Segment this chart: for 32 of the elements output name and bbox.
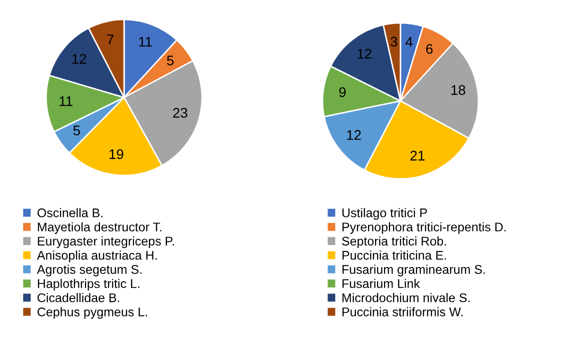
data-label: 12: [72, 54, 86, 64]
data-label: 12: [347, 130, 361, 140]
data-label: 19: [110, 149, 124, 160]
legend-label: Cicadellidae B.: [38, 293, 120, 302]
legend-label: Septoria tritici Rob.: [342, 236, 446, 248]
data-label: 18: [451, 85, 466, 95]
legend-label: Cephus pygmeus L.: [38, 307, 147, 319]
legend-label: Microdochium nivale S.: [342, 293, 470, 302]
data-label: 4: [406, 37, 413, 47]
data-label: 11: [60, 96, 72, 106]
data-label: 11: [139, 37, 152, 47]
legend-label: Pyrenophora tritici-repentis D.: [342, 222, 506, 234]
data-label: 5: [167, 56, 174, 66]
legend-label: Fusarium Link: [342, 278, 420, 288]
legend-label: Haplothrips tritic L.: [38, 278, 140, 291]
legend-label: Puccinia striiformis W.: [342, 307, 463, 316]
legend-label: Puccinia triticina E.: [342, 250, 446, 260]
data-label: 9: [339, 87, 346, 98]
data-label: 5: [73, 126, 80, 136]
data-label: 3: [390, 36, 398, 47]
data-label: 6: [426, 44, 433, 54]
legend-label: Mayetiola destructor T.: [38, 222, 162, 234]
legend-label: Eurygaster integriceps P.: [38, 236, 174, 248]
data-label: 23: [173, 108, 188, 118]
data-label: 21: [410, 150, 425, 160]
legend-label: Oscinella B.: [38, 208, 102, 218]
legend-label: Agrotis segetum S.: [36, 264, 142, 276]
data-label: 7: [107, 34, 114, 44]
data-label: 12: [358, 48, 372, 59]
legend-label: Fusarium graminearum S.: [342, 264, 485, 276]
legend-label: Ustilago tritici P: [342, 208, 427, 220]
legend-label: Anisoplia austriaca H.: [36, 250, 157, 262]
